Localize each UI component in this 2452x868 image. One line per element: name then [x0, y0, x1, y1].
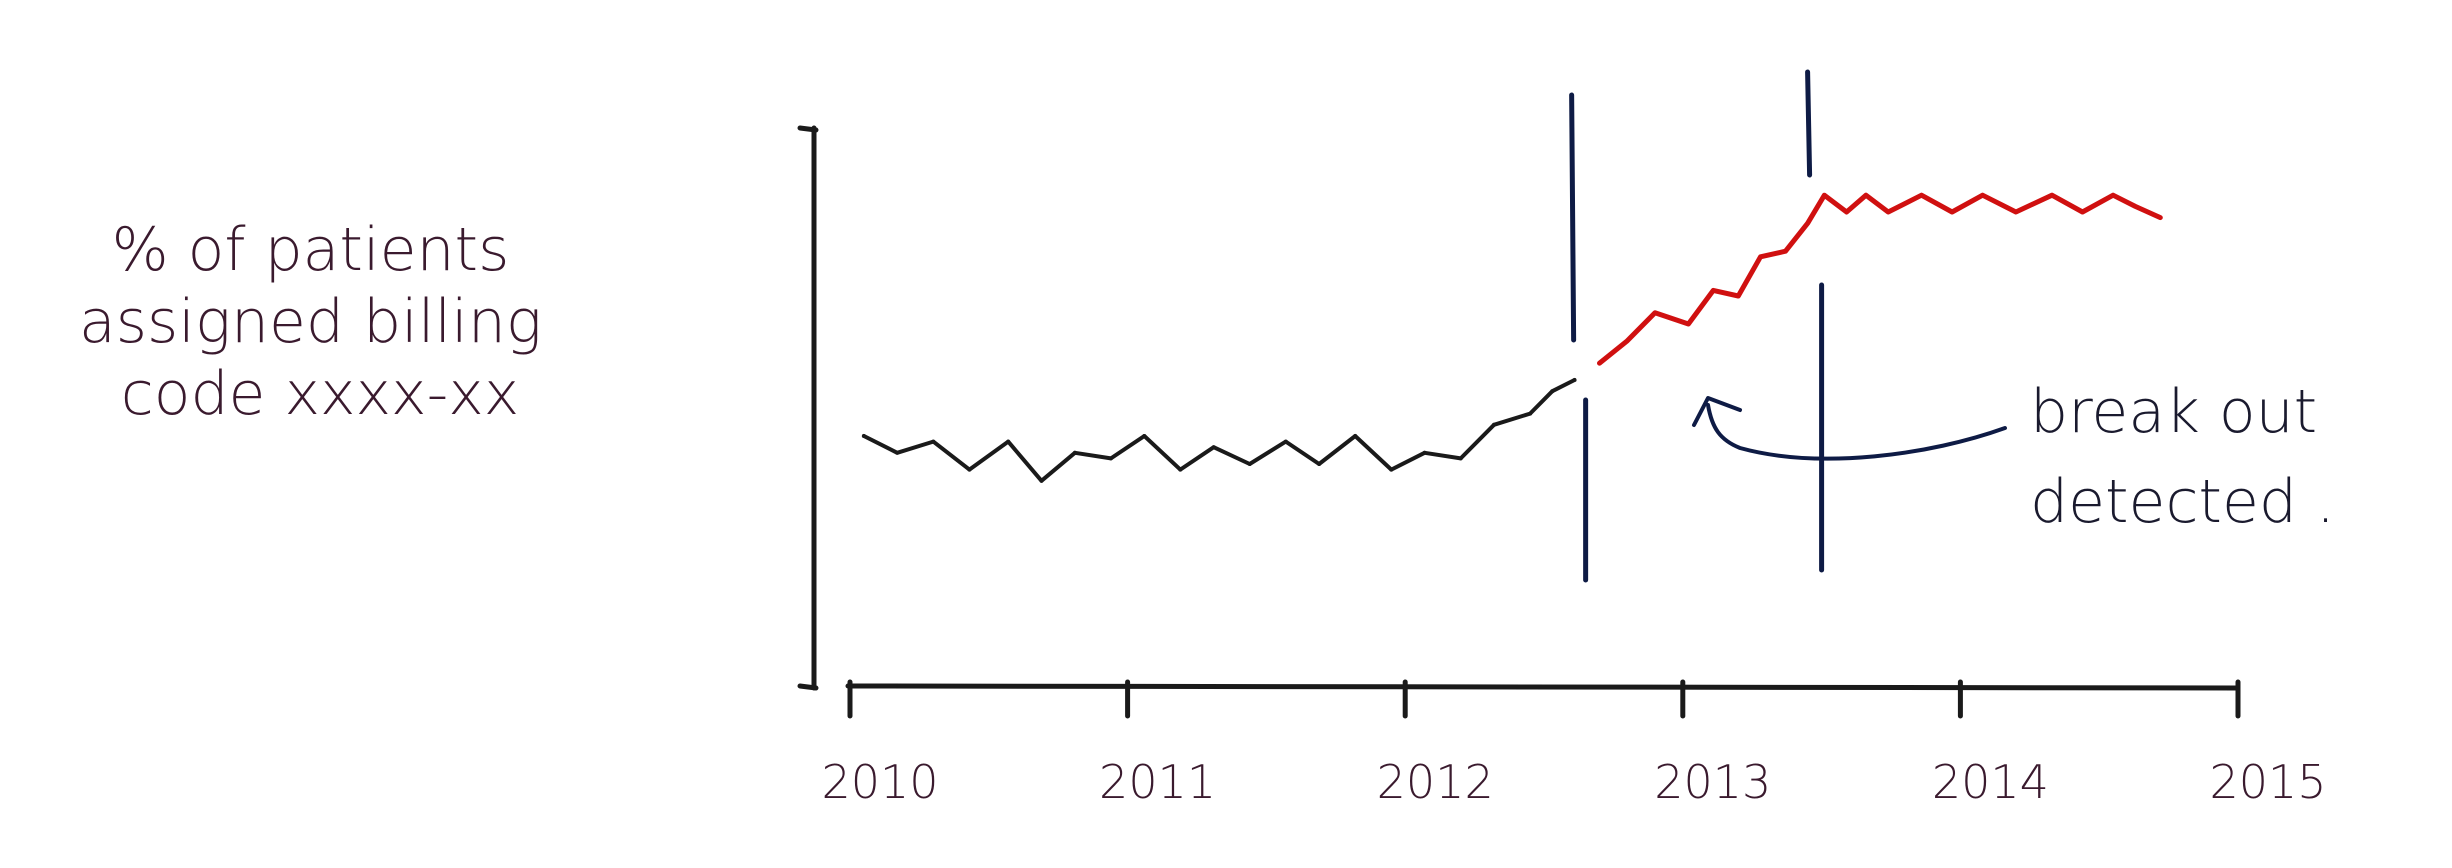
baseline-point-3: [967, 467, 972, 472]
baseline-point-13: [1317, 462, 1322, 466]
breakout-point-5: [1736, 294, 1741, 298]
x-tick-label-2013: 2013: [1654, 755, 1771, 809]
breakout-point-12: [1886, 210, 1891, 214]
x-tick-label-2011: 2011: [1099, 755, 1216, 809]
breakout-point-15: [1980, 193, 1985, 198]
x-tick-label-2010: 2010: [821, 755, 938, 809]
marker-line-2-segment-1: [1805, 69, 1813, 178]
baseline-point-18: [1492, 422, 1496, 427]
baseline-point-21: [1572, 378, 1577, 382]
y-axis-label-line3: code xxxx-xx: [121, 359, 519, 429]
annotation: break out detected .: [1692, 377, 2335, 537]
baseline-point-2: [931, 439, 936, 444]
baseline-point-19: [1528, 411, 1533, 416]
baseline-point-15: [1389, 467, 1394, 472]
baseline-point-12: [1283, 439, 1288, 444]
baseline-point-4: [1006, 439, 1011, 444]
breakout-point-16: [2013, 210, 2018, 214]
breakout-point-20: [2133, 204, 2138, 209]
annotation-arrow: [1706, 403, 2007, 461]
baseline-point-9: [1178, 467, 1183, 472]
marker-lines: [1569, 69, 1825, 583]
baseline-point-6: [1072, 450, 1077, 455]
baseline-point-0: [861, 434, 866, 438]
baseline-point-10: [1211, 445, 1216, 450]
baseline-point-17: [1458, 456, 1463, 461]
x-tick-label-2014: 2014: [1932, 755, 2049, 809]
y-axis-label-line2: assigned billing: [79, 287, 542, 357]
baseline-point-5: [1039, 478, 1044, 483]
y-axis: [797, 125, 819, 691]
x-tick-label-2012: 2012: [1377, 755, 1494, 809]
baseline-point-8: [1142, 434, 1147, 438]
breakout-point-10: [1844, 210, 1849, 214]
breakout-point-14: [1950, 210, 1955, 214]
series-group: [861, 192, 2163, 483]
baseline-point-14: [1353, 434, 1358, 438]
y-axis-label: % of patients assigned billing code xxxx…: [79, 215, 561, 429]
breakout-point-11: [1864, 193, 1868, 198]
baseline-point-7: [1108, 456, 1113, 461]
baseline-point-20: [1550, 389, 1555, 394]
x-ticks: 2010 2011 2012 2013 2014 2015: [821, 679, 2327, 809]
breakout-point-6: [1758, 254, 1763, 259]
annotation-text-line1: break out: [2030, 377, 2317, 447]
breakout-point-8: [1805, 221, 1810, 226]
breakout-point-21: [2158, 215, 2163, 220]
x-tick-label-2015: 2015: [2209, 755, 2326, 809]
breakout-point-9: [1822, 193, 1827, 198]
breakout-point-7: [1783, 249, 1788, 254]
breakout-point-1: [1625, 338, 1630, 343]
y-axis-label-line1: % of patients: [112, 215, 510, 285]
marker-line-1-segment-1: [1569, 92, 1577, 343]
x-axis: [845, 683, 2241, 691]
breakout-point-13: [1919, 193, 1924, 198]
baseline-point-11: [1247, 462, 1252, 466]
annotation-arrowhead-icon: [1692, 396, 1742, 427]
baseline-point-16: [1422, 450, 1427, 455]
annotation-text-line2: detected .: [2030, 467, 2335, 537]
breakout-point-2: [1653, 310, 1657, 315]
series-line-breakout: [1597, 192, 2163, 366]
breakout-point-3: [1686, 322, 1691, 326]
breakout-point-18: [2080, 210, 2085, 214]
breakout-point-17: [2050, 193, 2054, 198]
baseline-point-1: [895, 450, 900, 455]
series-line-baseline: [861, 378, 1577, 483]
breakout-point-4: [1711, 288, 1716, 293]
breakout-point-0: [1597, 361, 1602, 366]
breakout-point-19: [2111, 193, 2116, 198]
